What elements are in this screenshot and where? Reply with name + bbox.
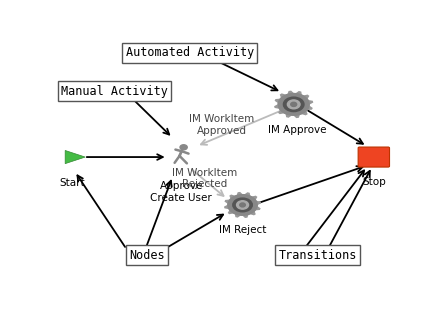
Text: IM Reject: IM Reject (219, 225, 266, 234)
Circle shape (291, 102, 297, 106)
Text: Manual Activity: Manual Activity (61, 85, 168, 98)
Text: IM WorkItem
Approved: IM WorkItem Approved (190, 114, 255, 136)
Polygon shape (65, 151, 85, 164)
Polygon shape (224, 192, 261, 218)
Circle shape (228, 195, 257, 215)
Circle shape (240, 203, 246, 207)
FancyBboxPatch shape (358, 147, 389, 167)
Text: Automated Activity: Automated Activity (125, 46, 254, 59)
Text: Approve
Create User: Approve Create User (150, 181, 212, 202)
Text: Start: Start (59, 178, 85, 188)
Text: IM WorkItem
Rejected: IM WorkItem Rejected (172, 168, 238, 189)
Text: Transitions: Transitions (279, 249, 357, 262)
Circle shape (283, 97, 304, 112)
Circle shape (287, 100, 300, 109)
Circle shape (180, 145, 187, 150)
Text: IM Approve: IM Approve (268, 125, 326, 135)
Circle shape (278, 94, 309, 115)
Circle shape (237, 201, 249, 209)
Circle shape (233, 198, 252, 212)
Text: Nodes: Nodes (129, 249, 165, 262)
Polygon shape (274, 91, 313, 118)
Text: Stop: Stop (362, 177, 386, 188)
